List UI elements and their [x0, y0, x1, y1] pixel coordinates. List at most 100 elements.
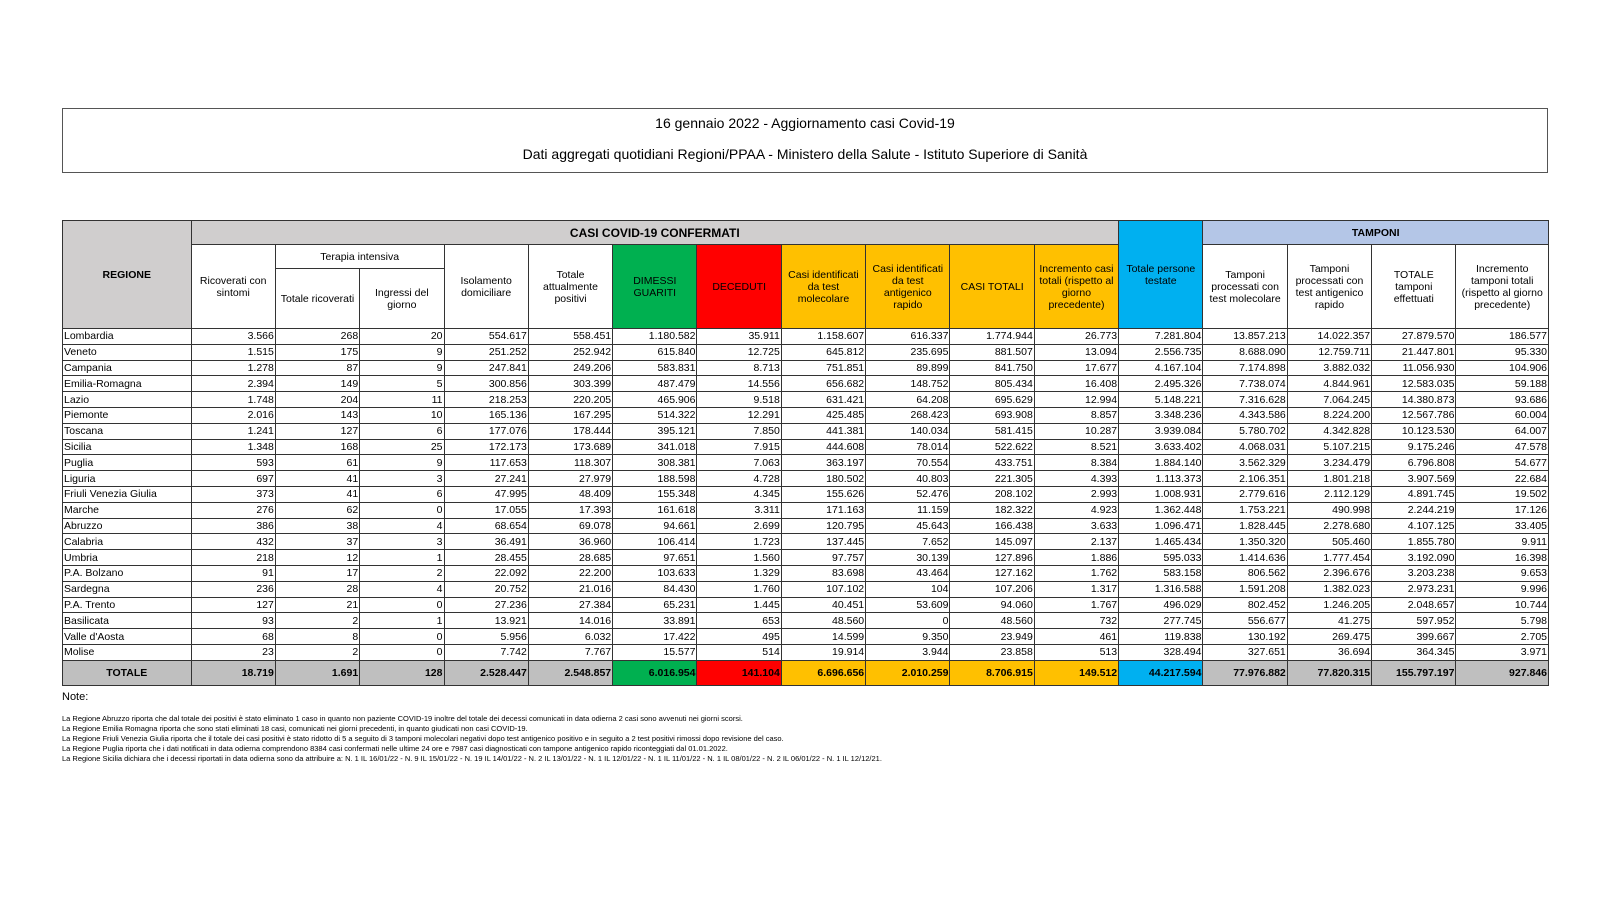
cell: 4.342.828	[1286, 422, 1373, 440]
cell: 6.796.808	[1371, 454, 1457, 472]
cell: 177.076	[443, 422, 529, 440]
cell: 7.281.804	[1118, 328, 1204, 345]
cell: 23.858	[949, 643, 1035, 661]
cell: 14.022.357	[1286, 328, 1373, 345]
col-header: DIMESSI GUARITI	[612, 244, 698, 329]
cell: 28.455	[443, 549, 529, 566]
cell: 15.577	[612, 643, 698, 661]
cell: 97.651	[612, 549, 698, 566]
cell: 395.121	[612, 422, 698, 440]
cell: 103.633	[612, 564, 698, 582]
cell: 2.973.231	[1371, 580, 1457, 598]
cell: 1.113.373	[1118, 470, 1204, 487]
cell: 33.891	[612, 612, 698, 630]
cell: 806.562	[1202, 564, 1288, 582]
cell: 4.343.586	[1202, 406, 1288, 424]
cell: 2.993	[1033, 485, 1120, 503]
note-line: La Regione Sicilia dichiara che i decess…	[62, 754, 882, 763]
cell: 166.438	[949, 517, 1035, 535]
cell: 94.661	[612, 517, 698, 535]
cell: 645.812	[780, 343, 867, 361]
cell: 188.598	[612, 470, 698, 487]
cell: 341.018	[612, 438, 698, 456]
title-box: 16 gennaio 2022 - Aggiornamento casi Cov…	[62, 108, 1548, 173]
cell: 12.725	[696, 343, 782, 361]
col-header: Ricoverati con sintomi	[190, 244, 276, 329]
cell: 27.384	[527, 596, 614, 614]
cell: 2.106.351	[1202, 470, 1288, 487]
cell: 27.236	[443, 596, 529, 614]
cell: 9.653	[1455, 564, 1549, 582]
cell: 235.695	[865, 343, 951, 361]
region-name: Veneto	[62, 343, 192, 361]
region-name: Lazio	[62, 391, 192, 408]
region-name: Piemonte	[62, 406, 192, 424]
cell: 9.518	[696, 391, 782, 408]
table-row: Sardegna 236 28 4 20.752 21.016 84.430 1.760 107…	[62, 580, 1549, 598]
cell: 363.197	[780, 454, 867, 472]
region-name: Molise	[62, 643, 192, 661]
region-name: Friuli Venezia Giulia	[62, 485, 192, 503]
cell: 95.330	[1455, 343, 1549, 361]
cell: 8.713	[696, 359, 782, 377]
cell: 328.494	[1118, 643, 1204, 661]
cell: 7.850	[696, 422, 782, 440]
total-cell: 8.706.915	[949, 659, 1035, 686]
cell: 252.942	[527, 343, 614, 361]
cell: 9.175.246	[1371, 438, 1457, 456]
cell: 1.774.944	[949, 328, 1035, 345]
cell: 496.029	[1118, 596, 1204, 614]
total-cell: 2.548.857	[527, 659, 614, 686]
cell: 7.316.628	[1202, 391, 1288, 408]
cell: 23.949	[949, 628, 1035, 645]
col-header: Incremento tamponi totali (rispetto al g…	[1455, 244, 1549, 329]
cell: 3.348.236	[1118, 406, 1204, 424]
cell: 1.465.434	[1118, 533, 1204, 551]
cell: 1.828.445	[1202, 517, 1288, 535]
cell: 1.329	[696, 564, 782, 582]
cell: 593	[190, 454, 276, 472]
cell: 2.048.657	[1371, 596, 1457, 614]
cell: 1.414.636	[1202, 549, 1288, 566]
cell: 277.745	[1118, 612, 1204, 630]
cell: 2.112.129	[1286, 485, 1373, 503]
table-row: Molise 23 2 0 7.742 7.767 15.577 514 19.914 3.944…	[62, 643, 1549, 661]
cell: 14.380.873	[1371, 391, 1457, 408]
cell: 3	[359, 533, 445, 551]
cell: 513	[1033, 643, 1120, 661]
total-cell: 141.104	[696, 659, 782, 686]
cell: 251.252	[443, 343, 529, 361]
cell: 2	[274, 612, 361, 630]
cell: 155.348	[612, 485, 698, 503]
cell: 9	[359, 359, 445, 377]
cell: 1.246.205	[1286, 596, 1373, 614]
cell: 841.750	[949, 359, 1035, 377]
cell: 47.578	[1455, 438, 1549, 456]
cell: 17	[274, 564, 361, 582]
cell: 148.752	[865, 375, 951, 393]
cell: 3.971	[1455, 643, 1549, 661]
cell: 693.908	[949, 406, 1035, 424]
cell: 182.322	[949, 501, 1035, 519]
cell: 36.491	[443, 533, 529, 551]
cell: 308.381	[612, 454, 698, 472]
total-cell: 149.512	[1033, 659, 1120, 686]
cell: 6	[359, 485, 445, 503]
cell: 22.092	[443, 564, 529, 582]
region-name: Marche	[62, 501, 192, 519]
total-cell: 77.976.882	[1202, 659, 1288, 686]
cell: 4.728	[696, 470, 782, 487]
total-row: TOTALE 18.719 1.691 128 2.528.447 2.548.857 6.…	[62, 659, 1549, 686]
cell: 2.495.326	[1118, 375, 1204, 393]
cell: 127.896	[949, 549, 1035, 566]
col-header: Ingressi del giorno	[359, 268, 445, 329]
table-row: Umbria 218 12 1 28.455 28.685 97.651 1.560 97.75…	[62, 549, 1549, 566]
group-header: Terapia intensiva	[274, 244, 445, 269]
cell: 3.234.479	[1286, 454, 1373, 472]
cell: 432	[190, 533, 276, 551]
cell: 4.107.125	[1371, 517, 1457, 535]
cell: 37	[274, 533, 361, 551]
group-header: TAMPONI	[1202, 220, 1549, 245]
cell: 218	[190, 549, 276, 566]
cell: 2.779.616	[1202, 485, 1288, 503]
